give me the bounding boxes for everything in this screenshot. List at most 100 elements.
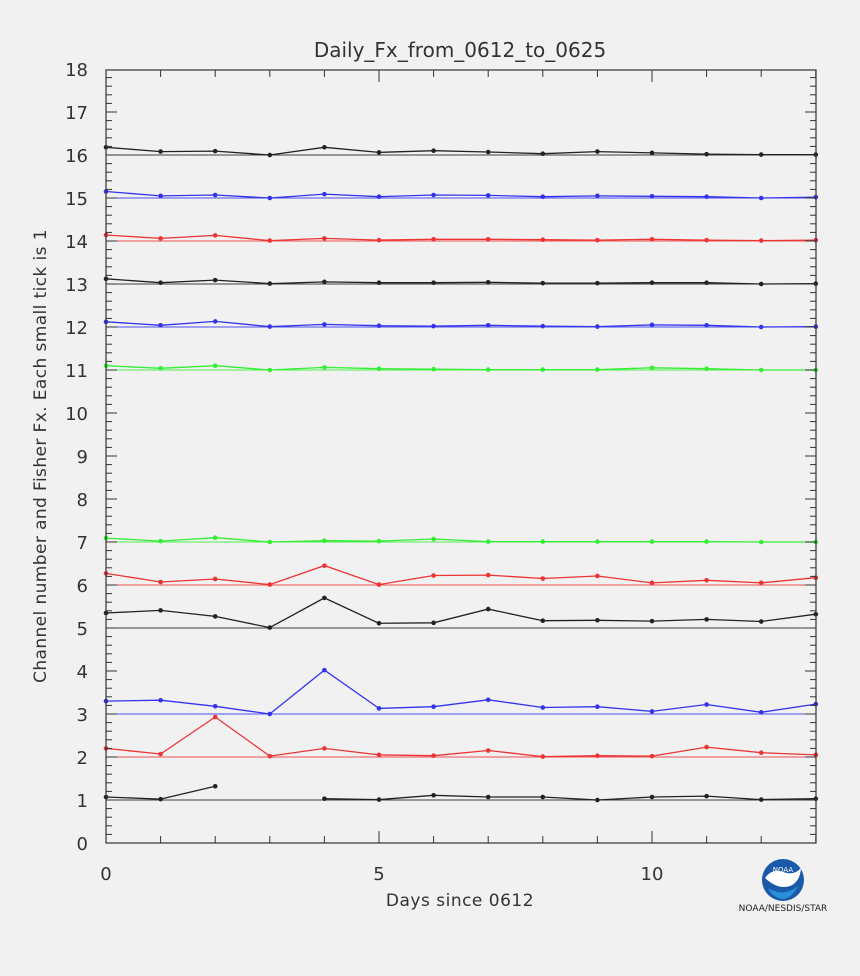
data-point	[322, 538, 327, 544]
data-point	[212, 148, 218, 154]
y-tick-label: 16	[65, 146, 88, 167]
data-point	[158, 579, 163, 585]
x-tick-label: 10	[641, 864, 664, 885]
series	[103, 535, 819, 545]
data-point	[376, 582, 382, 587]
series	[103, 563, 819, 587]
data-point	[376, 366, 382, 372]
data-point	[322, 667, 327, 673]
y-tick-label: 13	[65, 275, 88, 296]
data-point	[322, 322, 327, 327]
data-point	[158, 751, 163, 757]
data-point	[540, 705, 546, 710]
data-point	[212, 614, 218, 619]
data-point	[649, 193, 655, 199]
y-tick-label: 0	[77, 834, 88, 855]
data-point	[595, 280, 600, 286]
data-point	[212, 319, 218, 324]
data-point	[431, 323, 436, 329]
series	[103, 595, 819, 630]
data-point	[267, 539, 273, 545]
y-tick-label: 11	[65, 361, 88, 382]
data-point	[485, 193, 491, 198]
data-point	[485, 794, 491, 800]
data-point	[431, 192, 436, 198]
data-point	[540, 576, 546, 581]
data-point	[595, 539, 600, 544]
data-point	[376, 194, 382, 200]
y-tick-label: 1	[77, 791, 88, 812]
data-point	[431, 620, 436, 626]
y-tick-label: 6	[77, 576, 88, 597]
data-point	[267, 582, 273, 587]
data-point	[267, 195, 273, 201]
data-point	[212, 277, 218, 283]
data-point	[758, 152, 764, 157]
data-point	[212, 703, 218, 709]
data-point	[485, 322, 491, 328]
data-point	[595, 324, 600, 329]
series	[103, 276, 819, 287]
data-point	[485, 367, 491, 372]
data-point	[540, 754, 546, 759]
data-point	[758, 195, 764, 201]
data-point	[704, 702, 709, 707]
data-point	[485, 236, 491, 242]
data-point	[595, 573, 600, 579]
data-point	[540, 367, 546, 372]
data-point	[212, 714, 218, 720]
data-point	[758, 281, 764, 287]
data-point	[704, 280, 709, 286]
data-point	[758, 580, 764, 586]
y-tick-label: 7	[77, 533, 88, 554]
data-point	[704, 366, 709, 372]
data-point	[376, 538, 382, 544]
data-point	[431, 792, 436, 798]
data-point	[485, 606, 491, 612]
data-point	[267, 625, 273, 630]
data-point	[431, 148, 436, 153]
noaa-emblem-sea	[768, 886, 798, 899]
axis-ticks	[105, 70, 817, 844]
data-point	[704, 539, 709, 544]
reference-lines	[106, 154, 816, 801]
series-line	[105, 716, 816, 758]
data-point	[649, 365, 655, 371]
series	[103, 714, 819, 759]
noaa-label: NOAA/NESDIS/STAR	[739, 904, 828, 914]
data-point	[431, 236, 436, 242]
data-point	[649, 709, 655, 714]
data-point	[212, 192, 218, 198]
data-point	[212, 576, 218, 582]
data-point	[540, 323, 546, 329]
data-point	[758, 238, 764, 243]
data-point	[540, 237, 546, 243]
data-point	[704, 151, 709, 157]
data-point	[267, 281, 273, 286]
data-point	[376, 797, 382, 802]
data-point	[649, 580, 655, 586]
series	[103, 363, 819, 373]
data-point	[485, 279, 491, 285]
y-tick-label: 15	[65, 189, 88, 210]
data-point	[431, 704, 436, 709]
data-point	[540, 539, 546, 544]
data-point	[649, 794, 655, 800]
data-point	[158, 236, 163, 241]
data-point	[758, 324, 764, 330]
data-point	[595, 753, 600, 759]
data-point	[267, 324, 273, 329]
data-point	[649, 539, 655, 544]
series-line	[105, 537, 816, 543]
data-point	[540, 618, 546, 623]
data-point	[704, 194, 709, 200]
series	[103, 232, 819, 243]
series	[103, 783, 819, 803]
data-point	[704, 322, 709, 328]
data-point	[212, 363, 218, 369]
data-point	[431, 573, 436, 578]
series-line	[105, 234, 816, 242]
data-point	[431, 280, 436, 286]
data-point	[758, 750, 764, 755]
